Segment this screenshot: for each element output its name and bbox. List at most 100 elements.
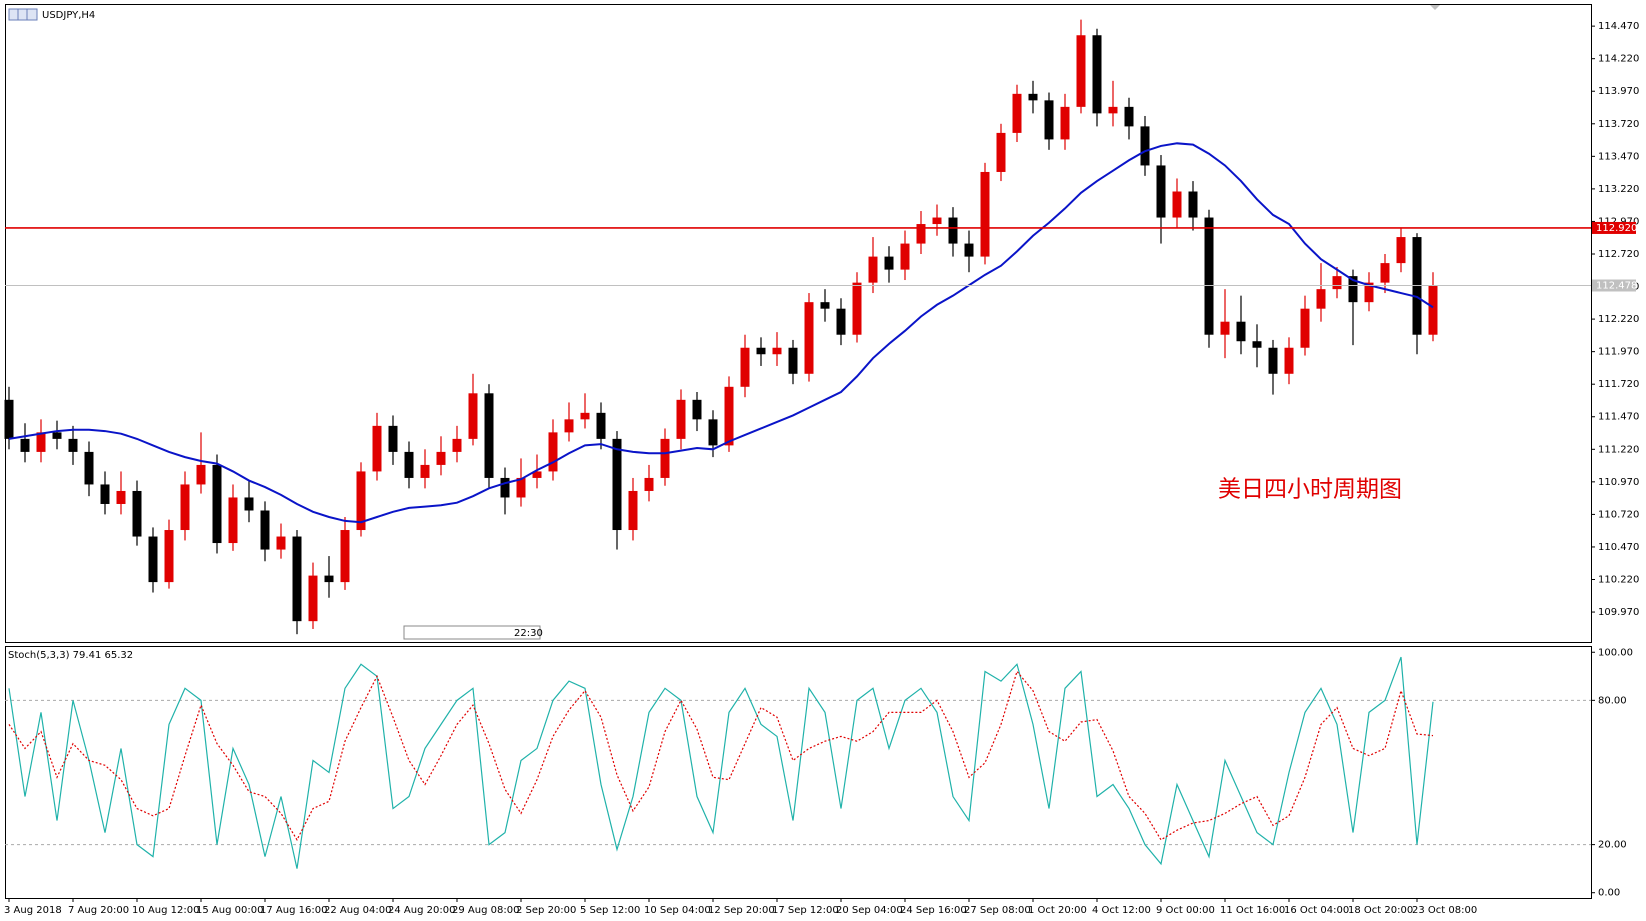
candle-body xyxy=(1300,308,1310,348)
candle-body xyxy=(900,243,910,270)
candle-body xyxy=(628,490,638,531)
candle-body xyxy=(420,464,430,478)
candle-body xyxy=(1284,347,1294,374)
candle-body xyxy=(1268,347,1278,374)
candle-body xyxy=(1028,93,1038,101)
y-tick-label: 111.970 xyxy=(1598,347,1639,358)
candle-body xyxy=(660,438,670,478)
candle-body xyxy=(340,530,350,583)
candle-body xyxy=(180,484,190,531)
candle-body xyxy=(116,490,126,504)
y-tick-label: 111.220 xyxy=(1598,444,1639,455)
price-label: 112.478 xyxy=(1596,281,1637,292)
x-tick-label: 3 Aug 2018 xyxy=(4,905,62,916)
candle-body xyxy=(212,464,222,544)
candle-body xyxy=(1172,191,1182,218)
scroll-label: 22:30 xyxy=(514,628,543,639)
candle-body xyxy=(516,477,526,498)
candle-body xyxy=(740,347,750,387)
x-tick-label: 2 Sep 20:00 xyxy=(516,905,576,916)
y-tick-label: 112.720 xyxy=(1598,249,1639,260)
candle-body xyxy=(1156,165,1166,218)
y-tick-label: 112.970 xyxy=(1598,216,1639,227)
x-tick-label: 16 Oct 04:00 xyxy=(1284,905,1349,916)
candle-body xyxy=(68,438,78,452)
candle-body xyxy=(36,432,46,452)
x-tick-label: 1 Oct 20:00 xyxy=(1028,905,1087,916)
candle-body xyxy=(820,302,830,309)
candle-body xyxy=(500,477,510,498)
chart-title: USDJPY,H4 xyxy=(42,10,95,21)
y-tick-label: 109.970 xyxy=(1598,607,1639,618)
shift-marker xyxy=(1430,5,1440,10)
candle-body xyxy=(1076,35,1086,107)
x-tick-label: 24 Sep 16:00 xyxy=(900,905,967,916)
x-tick-label: 11 Oct 16:00 xyxy=(1220,905,1285,916)
candle-body xyxy=(100,484,110,504)
candle-body xyxy=(436,451,446,465)
candle-body xyxy=(948,217,958,244)
candle-body xyxy=(644,477,654,491)
candle-body xyxy=(276,536,286,550)
moving-average xyxy=(8,142,1434,524)
candle-body xyxy=(1092,35,1102,114)
x-tick-label: 10 Sep 04:00 xyxy=(644,905,711,916)
stoch-k-value: 79.41 xyxy=(73,650,102,661)
candle-body xyxy=(388,425,398,452)
y-tick-label: 111.470 xyxy=(1598,412,1639,423)
candle-body xyxy=(484,393,494,478)
y-tick-label: 113.470 xyxy=(1598,151,1639,162)
price-label-box xyxy=(1592,221,1636,234)
candle-body xyxy=(596,412,606,439)
candle-body xyxy=(468,393,478,439)
candle-body xyxy=(964,243,974,257)
candle-body xyxy=(244,497,254,511)
y-tick-label: 114.470 xyxy=(1598,21,1639,32)
candle-body xyxy=(1428,285,1438,335)
y-tick-label: 20.00 xyxy=(1598,840,1627,851)
candle-body xyxy=(788,347,798,374)
candle-body xyxy=(1348,276,1358,303)
candle-body xyxy=(4,399,14,439)
candle-body xyxy=(1236,321,1246,342)
candle-body xyxy=(196,464,206,485)
x-tick-label: 15 Aug 00:00 xyxy=(196,905,263,916)
x-tick-label: 5 Sep 12:00 xyxy=(580,905,640,916)
candle-body xyxy=(884,256,894,270)
candle-body xyxy=(612,438,622,531)
candle-body xyxy=(548,432,558,472)
candle-body xyxy=(804,302,814,374)
candle-body xyxy=(1316,289,1326,309)
y-tick-label: 100.00 xyxy=(1598,647,1633,658)
x-tick-label: 18 Oct 20:00 xyxy=(1348,905,1413,916)
candle-body xyxy=(1140,126,1150,166)
stoch-line xyxy=(8,656,1434,869)
candle-body xyxy=(164,530,174,583)
x-tick-label: 24 Aug 20:00 xyxy=(388,905,455,916)
symbol-icon xyxy=(8,8,38,21)
candle-body xyxy=(996,132,1006,172)
stoch-panel xyxy=(5,646,1592,899)
y-tick-label: 112.220 xyxy=(1598,314,1639,325)
candle-body xyxy=(1124,106,1134,127)
price-panel xyxy=(5,4,1592,643)
price-label-box xyxy=(1592,279,1636,292)
scroll-box xyxy=(403,625,541,640)
candle-body xyxy=(1060,106,1070,140)
candle-body xyxy=(452,438,462,452)
y-tick-label: 113.720 xyxy=(1598,119,1639,130)
y-tick-label: 113.220 xyxy=(1598,184,1639,195)
y-tick-label: 110.720 xyxy=(1598,509,1639,520)
candle-body xyxy=(404,451,414,478)
y-tick-label: 110.470 xyxy=(1598,542,1639,553)
candle-body xyxy=(772,347,782,355)
x-tick-label: 12 Sep 20:00 xyxy=(708,905,775,916)
annotation: 美日四小时周期图 xyxy=(1218,477,1402,503)
candle-body xyxy=(292,536,302,622)
candle-body xyxy=(356,471,366,531)
candle-body xyxy=(1044,100,1054,140)
x-tick-label: 17 Aug 16:00 xyxy=(260,905,327,916)
candle-body xyxy=(1396,237,1406,264)
